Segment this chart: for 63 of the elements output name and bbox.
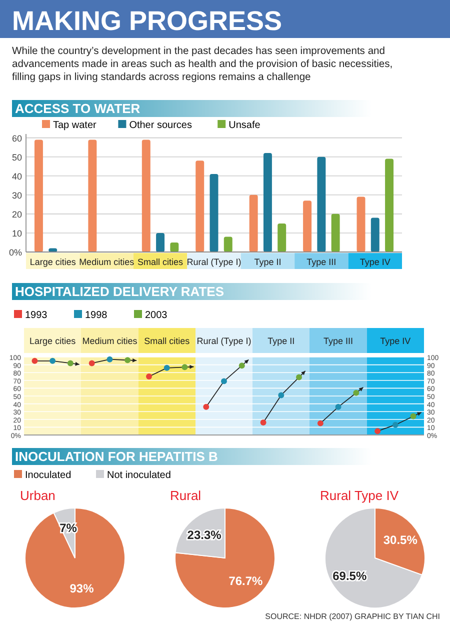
bar [34, 140, 43, 252]
text: MAKING PROGRESS [12, 6, 282, 36]
bar [331, 214, 340, 252]
data-label: 30.5% [383, 533, 418, 548]
pie-slice [24, 508, 126, 608]
legend-label: Other sources [129, 120, 192, 131]
chart-subtitle: Rural Type IV [320, 488, 399, 503]
x-tick-label: Small cities [138, 257, 184, 267]
y-tick-label: 40 [12, 171, 22, 182]
bar [385, 158, 394, 252]
x-tick-label: Small cities [144, 336, 190, 346]
legend-label: Tap water [53, 120, 98, 131]
text: SOURCE: NHDR (2007) GRAPHIC BY TIAN CHI [265, 612, 440, 621]
y-tick-label: 50 [12, 152, 22, 162]
legend-label: Unsafe [228, 120, 261, 131]
bar [263, 153, 272, 252]
bar [88, 140, 97, 252]
x-tick-label: Type III [324, 336, 354, 346]
bar [249, 194, 258, 252]
data-label: 23.3% [187, 528, 222, 542]
legend-label: Inoculated [25, 470, 72, 481]
y-tick-label: 20 [12, 209, 22, 220]
bar [224, 236, 232, 252]
y-tick-label: 30 [12, 190, 22, 200]
bar [142, 140, 150, 252]
x-tick-label: Type IV [380, 336, 411, 346]
bar [317, 156, 326, 252]
data-label: 93% [70, 581, 94, 596]
chart-title: HOSPITALIZED DELIVERY RATES [15, 284, 224, 299]
chart-title: INOCULATION FOR HEPATITIS B [15, 449, 218, 464]
bar [370, 218, 380, 252]
x-tick-label: Large cities [30, 257, 76, 267]
legend-label: Not inoculated [107, 470, 171, 481]
x-tick-label: Large cities [30, 336, 76, 346]
bar [278, 223, 286, 252]
x-tick-label: Type II [268, 336, 295, 346]
x-tick-label: Type IV [360, 257, 390, 267]
bar [196, 160, 204, 252]
bar [210, 174, 218, 252]
x-tick-label: Medium cities [82, 336, 138, 346]
y-tick-label: 10 [12, 228, 22, 238]
y-tick-label: 60 [12, 133, 22, 144]
x-tick-label: Medium cities [79, 257, 135, 267]
bar [170, 242, 179, 252]
x-tick-label: Rural (Type I) [186, 257, 242, 267]
chart-subtitle: Rural [170, 488, 202, 503]
data-label: 69.5% [332, 568, 367, 583]
bar [303, 200, 312, 252]
pie-slice [174, 508, 276, 608]
legend-label: 1998 [85, 310, 108, 321]
bar [356, 196, 366, 252]
x-tick-label: Rural (Type I) [196, 336, 252, 346]
y-tick-label: 0% [8, 248, 22, 258]
data-label: 76.7% [228, 574, 264, 588]
text: Urban [20, 488, 56, 503]
bar [156, 232, 165, 252]
pie-slice [324, 508, 423, 608]
legend-label: 2003 [145, 310, 168, 321]
chart-title: ACCESS TO WATER [15, 101, 141, 116]
legend-label: 1993 [25, 310, 48, 321]
x-tick-label: Type III [306, 257, 336, 267]
x-tick-label: Type II [254, 257, 282, 267]
text: While the country’s development in the past decades has seen improvements and advancements made in areas such as health and the provision of basic necessities, filling gaps in living standards across regions remains a challenge [12, 46, 393, 83]
